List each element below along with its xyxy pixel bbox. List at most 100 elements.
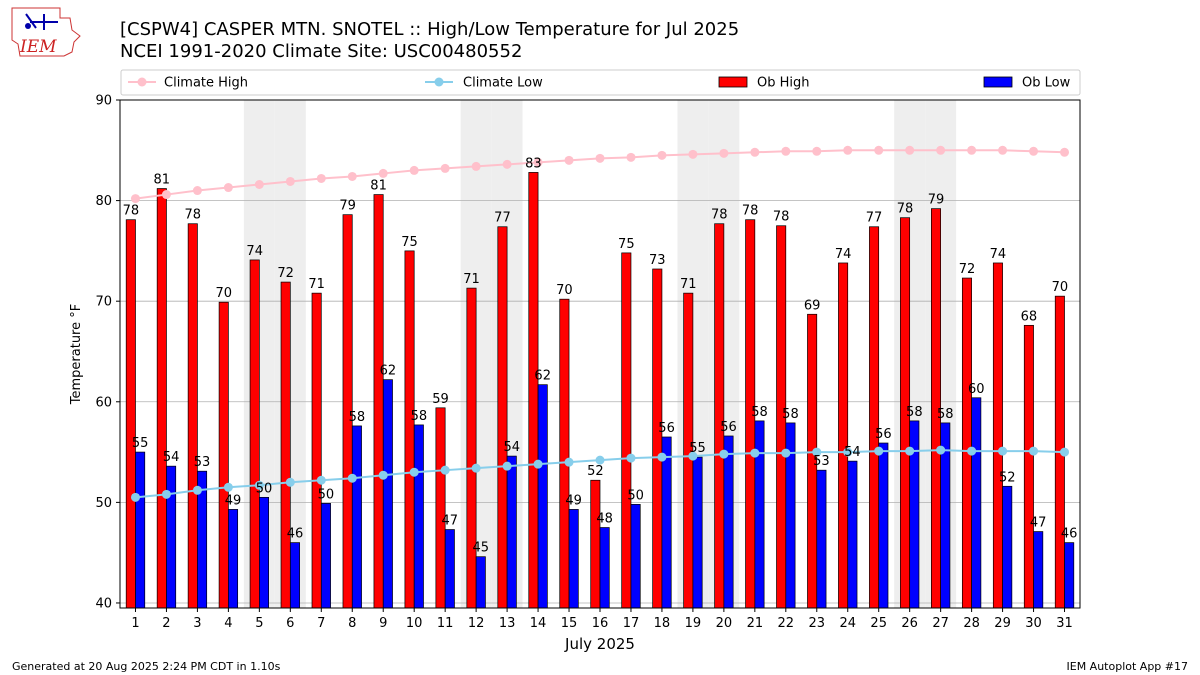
ob-high-value-label: 71 [680,277,697,292]
x-tick-label: 11 [437,616,454,631]
ob-high-value-label: 72 [277,266,294,281]
ob-low-bar [506,455,517,609]
ob-high-bar [838,262,849,609]
legend-label-ob-low: Ob Low [1022,76,1071,91]
ob-high-value-label: 79 [928,193,945,208]
ob-low-value-label: 54 [163,450,180,465]
ob-low-bar [135,451,146,609]
ob-low-value-label: 58 [751,405,768,420]
climate-low-point [161,489,171,499]
ob-high-bar [249,259,260,609]
x-tick-label: 20 [716,616,733,631]
ob-high-value-label: 78 [711,208,728,223]
climate-low-point [719,449,729,459]
ob-high-bar [187,223,198,609]
climate-low-point [905,446,915,456]
ob-low-value-label: 46 [287,527,304,542]
legend-ob-low: Ob Low [983,76,1071,91]
x-axis-label: July 2025 [564,635,635,653]
logo-text: IEM [19,37,57,57]
climate-low-point [564,457,574,467]
climate-high-point [936,145,946,155]
climate-high-point [657,150,667,160]
data-labels: 78 81 78 70 74 72 71 79 81 75 59 71 77 83 70 52 75 73 71 78… [123,156,1078,555]
x-tick-label: 6 [286,616,294,631]
climate-high-point [843,145,853,155]
climate-high-point [347,171,357,181]
ob-low-bar [289,542,300,609]
ob-low-value-label: 58 [937,407,954,422]
climate-high-point [440,163,450,173]
ob-low-bar [166,465,177,609]
ob-high-bar [621,252,632,609]
ob-high-value-label: 70 [1052,280,1069,295]
ob-high-value-label: 59 [432,392,449,407]
ob-low-value-label: 49 [225,493,242,508]
climate-low-point [843,447,853,457]
climate-high-point [254,179,264,189]
ob-low-value-label: 60 [968,382,985,397]
climate-high-point [130,194,140,204]
ob-high-bar [311,292,322,609]
climate-high-point [998,145,1008,155]
y-tick-label: 60 [95,395,112,410]
ob-low-bar [475,556,486,609]
legend-ob-high: Ob High [718,76,810,91]
x-tick-label: 28 [963,616,980,631]
ob-low-value-label: 54 [503,440,520,455]
ob-low-bar [382,379,393,609]
climate-high-point [750,147,760,157]
ob-high-value-label: 77 [866,211,883,226]
ob-high-bar [652,268,663,609]
ob-high-value-label: 71 [463,272,480,287]
climate-low-point [967,446,977,456]
y-tick-label: 40 [95,596,112,611]
ob-low-bar [971,397,982,609]
ob-low-bar [537,384,548,609]
ob-low-value-label: 47 [1030,516,1047,531]
climate-low-point [626,453,636,463]
climate-high-point [223,183,233,193]
x-tick-label: 29 [994,616,1011,631]
legend: Climate High Climate Low Ob High Ob Low [120,69,1081,96]
x-tick-label: 3 [193,616,201,631]
ob-low-bar [351,425,362,609]
y-tick-label: 70 [95,295,112,310]
climate-high-point [285,176,295,186]
climate-high-point [533,157,543,167]
climate-low-point [936,445,946,455]
ob-high-bar [528,172,539,609]
ob-high-value-label: 78 [773,210,790,225]
ob-low-value-label: 50 [627,488,644,503]
ob-high-value-label: 78 [742,204,759,219]
ob-low-bar [723,435,734,609]
ob-low-value-label: 55 [132,436,149,451]
climate-high-point [595,153,605,163]
ob-low-bar [320,503,331,609]
x-tick-label: 22 [778,616,795,631]
climate-high-point [874,145,884,155]
x-tick-label: 7 [317,616,325,631]
climate-low-point [440,465,450,475]
ob-low-value-label: 56 [875,427,892,442]
ob-high-value-label: 68 [1021,309,1038,324]
climate-low-point [347,473,357,483]
climate-high-point [564,155,574,165]
ob-low-value-label: 52 [999,470,1016,485]
ob-high-bar [404,250,415,609]
climate-low-point [688,451,698,461]
x-tick-label: 30 [1025,616,1042,631]
legend-label-ob-high: Ob High [757,76,810,91]
ob-low-value-label: 56 [658,421,675,436]
ob-high-bar [156,188,167,609]
ob-high-value-label: 72 [959,262,976,277]
ob-high-bar [869,226,880,609]
climate-high-point [812,146,822,156]
ob-low-value-label: 58 [782,407,799,422]
climate-low-point [254,480,264,490]
legend-label-climate-high: Climate High [164,76,248,91]
ob-high-value-label: 83 [525,156,542,171]
climate-high-point [471,161,481,171]
ob-low-bar [1002,485,1013,609]
